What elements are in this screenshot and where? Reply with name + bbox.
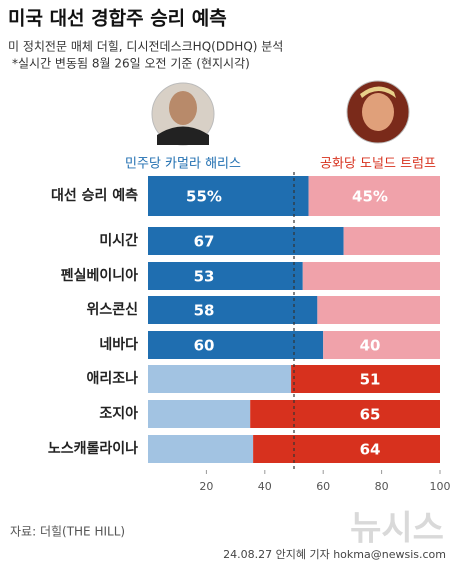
bar-segment	[317, 296, 440, 324]
value-label: 45%	[352, 188, 388, 206]
portrait-trump	[346, 80, 410, 144]
bar-segment	[148, 331, 324, 359]
x-tick-label: 20	[199, 480, 213, 493]
x-tick-label: 40	[258, 480, 272, 493]
value-label: 53	[194, 268, 215, 286]
row-label: 애리조나	[86, 371, 138, 387]
watermark: 뉴시스	[350, 509, 444, 549]
value-label: 60	[194, 337, 215, 355]
row-label: 노스캐롤라이나	[48, 440, 138, 457]
row-label: 네바다	[99, 337, 138, 353]
bar-segment	[148, 227, 344, 255]
bar-segment	[148, 176, 309, 216]
subtitle: *실시간 변동됨 8월 26일 오전 기준 (현지시각)	[12, 57, 250, 71]
row-label: 조지아	[99, 405, 138, 422]
chart-title: 미국 대선 경합주 승리 예측	[8, 8, 227, 30]
bar-segment	[148, 400, 251, 428]
x-tick-label: 60	[316, 480, 330, 493]
row-label: 위스콘신	[86, 302, 138, 318]
value-label: 40	[360, 337, 381, 355]
bar-segment	[148, 365, 292, 393]
value-label: 55%	[186, 188, 222, 206]
bar-segment	[308, 176, 440, 216]
source: 자료: 더힐(THE HILL)	[10, 525, 125, 539]
footer: 24.08.27 안지혜 기자 hokma@newsis.com	[223, 548, 446, 561]
bar-segment	[253, 435, 440, 463]
bar-segment	[343, 227, 440, 255]
bar-segment	[250, 400, 440, 428]
portrait-harris	[151, 82, 215, 146]
bar-segment	[148, 262, 303, 290]
x-tick-label: 100	[430, 480, 451, 493]
row-label: 펜실베이니아	[61, 267, 138, 284]
value-label: 64	[360, 441, 381, 459]
legend-label: 공화당 도널드 트럼프	[320, 157, 436, 172]
bar-segment	[302, 262, 440, 290]
value-label: 58	[194, 302, 215, 320]
bar-segment	[291, 365, 440, 393]
bar-segment	[148, 435, 254, 463]
bar-segment	[148, 296, 318, 324]
row-label: 대선 승리 예측	[51, 188, 138, 204]
subtitle: 미 정치전문 매체 더힐, 디시전데스크HQ(DDHQ) 분석	[8, 40, 283, 54]
value-label: 51	[360, 371, 381, 389]
x-tick-label: 80	[375, 480, 389, 493]
value-label: 67	[194, 233, 215, 251]
row-label: 미시간	[99, 232, 138, 249]
value-label: 65	[360, 406, 381, 424]
legend-label: 민주당 카멀라 해리스	[125, 157, 241, 172]
bar-segment	[323, 331, 440, 359]
